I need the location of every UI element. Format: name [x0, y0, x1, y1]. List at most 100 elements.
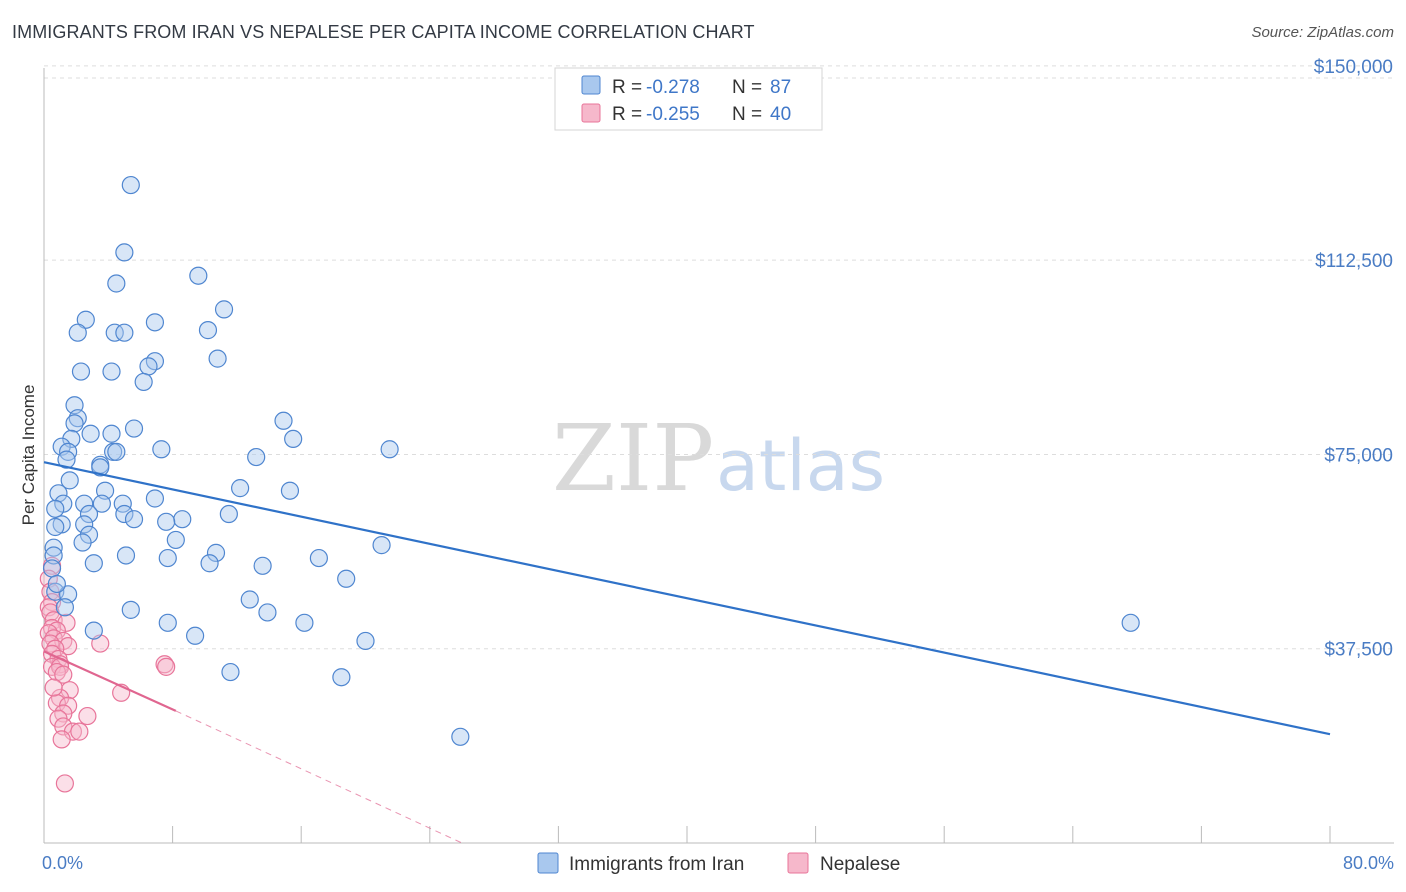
legend-nepal-n-label: N = [732, 104, 762, 125]
legend-swatch-nepal [581, 103, 601, 123]
nepal-point [44, 678, 63, 697]
legend-nepal-r-value: -0.255 [646, 104, 700, 125]
iran-point [115, 243, 134, 262]
iran-point [309, 548, 328, 568]
iran-point [107, 442, 126, 461]
iran-point [1121, 613, 1140, 632]
legend-iran-r-label: R = [612, 77, 642, 98]
legend-iran-n-value: 87 [770, 77, 791, 98]
iran-point [332, 668, 351, 687]
iran-point [214, 300, 234, 319]
iran-point [206, 543, 226, 562]
iran-point [173, 510, 192, 529]
iran-point [57, 450, 76, 469]
iran-point [81, 424, 100, 443]
iran-point [157, 512, 176, 531]
iran-point [337, 569, 356, 588]
x-tick-label-min: 0.0% [42, 853, 83, 873]
nepalese-points [39, 556, 176, 793]
iran-point [280, 481, 300, 500]
nepal-point [52, 730, 71, 749]
iran-point [75, 494, 94, 513]
iran-point [102, 424, 121, 443]
y-tick-labels: $37,500 $75,000 $112,500 $150,000 [1314, 57, 1393, 661]
y-axis-label: Per Capita Income [19, 385, 38, 526]
iran-point [46, 499, 65, 518]
iran-point [240, 590, 259, 609]
iran-point [253, 556, 272, 575]
nepal-point [78, 706, 97, 726]
iran-point [295, 613, 314, 632]
iran-point [91, 458, 110, 477]
iran-point [134, 372, 153, 392]
iran-point [55, 598, 74, 617]
iran-point [65, 414, 84, 433]
iran-point [107, 274, 126, 293]
series-legend-swatch-nepal [787, 852, 809, 874]
iran-point [79, 504, 99, 524]
iran-point [42, 559, 62, 578]
iran-point [116, 546, 136, 565]
iran-point [186, 626, 205, 645]
iran-point [198, 321, 218, 340]
nepal-point [55, 774, 74, 793]
iran-trend-line [43, 461, 1331, 736]
iran-point [68, 409, 87, 428]
series-legend-swatch-iran [537, 852, 559, 874]
iran-point [189, 266, 208, 285]
axes [43, 68, 1394, 844]
series-legend: Immigrants from Iran Nepalese [537, 852, 900, 875]
iran-point [221, 662, 240, 682]
iran-point [73, 533, 92, 552]
iran-points [42, 175, 1140, 746]
iran-point [219, 504, 238, 524]
iran-point [124, 510, 144, 529]
iran-point [372, 536, 391, 555]
iran-point [71, 362, 91, 381]
y-tick-label: $150,000 [1314, 57, 1393, 78]
legend-iran-n-label: N = [732, 77, 762, 98]
watermark-zip: ZIP [552, 405, 714, 512]
iran-point [84, 554, 103, 573]
iran-point [231, 479, 250, 498]
nepal-trend-extension [175, 710, 463, 844]
iran-point [145, 313, 165, 332]
iran-point [451, 727, 470, 746]
iran-point [47, 574, 66, 594]
iran-point [380, 440, 399, 459]
iran-point [68, 323, 87, 342]
iran-point [258, 603, 277, 622]
iran-point [115, 323, 134, 342]
x-tick-label-max: 80.0% [1343, 853, 1394, 873]
iran-point [115, 504, 134, 524]
legend-iran-r-value: -0.278 [646, 77, 700, 98]
iran-point [92, 494, 111, 513]
iran-point [139, 357, 158, 376]
stats-legend: R = -0.278 N = 87 R = -0.255 N = 40 [554, 67, 823, 131]
iran-point [46, 517, 65, 537]
legend-nepal-r-label: R = [612, 104, 642, 125]
iran-point [105, 323, 124, 342]
nepal-trend-line [43, 650, 177, 712]
nepal-point [54, 665, 73, 684]
nepal-point [47, 694, 66, 713]
nepal-point [157, 657, 176, 676]
trend-lines [43, 461, 1331, 844]
iran-point [60, 471, 79, 490]
nepal-point [70, 722, 89, 741]
iran-point [158, 613, 177, 632]
iran-point [124, 419, 144, 438]
series-legend-nepal-label: Nepalese [820, 854, 900, 875]
watermark-atlas: atlas [716, 425, 885, 507]
y-tick-label: $37,500 [1324, 640, 1393, 661]
iran-point [84, 621, 103, 640]
iran-point [145, 489, 165, 508]
legend-nepal-n-value: 40 [770, 104, 791, 125]
iran-point [75, 515, 94, 534]
iran-point [44, 538, 63, 557]
gridlines [44, 65, 1394, 650]
iran-point [158, 548, 177, 568]
y-tick-label: $112,500 [1315, 251, 1393, 272]
iran-point [102, 362, 121, 381]
